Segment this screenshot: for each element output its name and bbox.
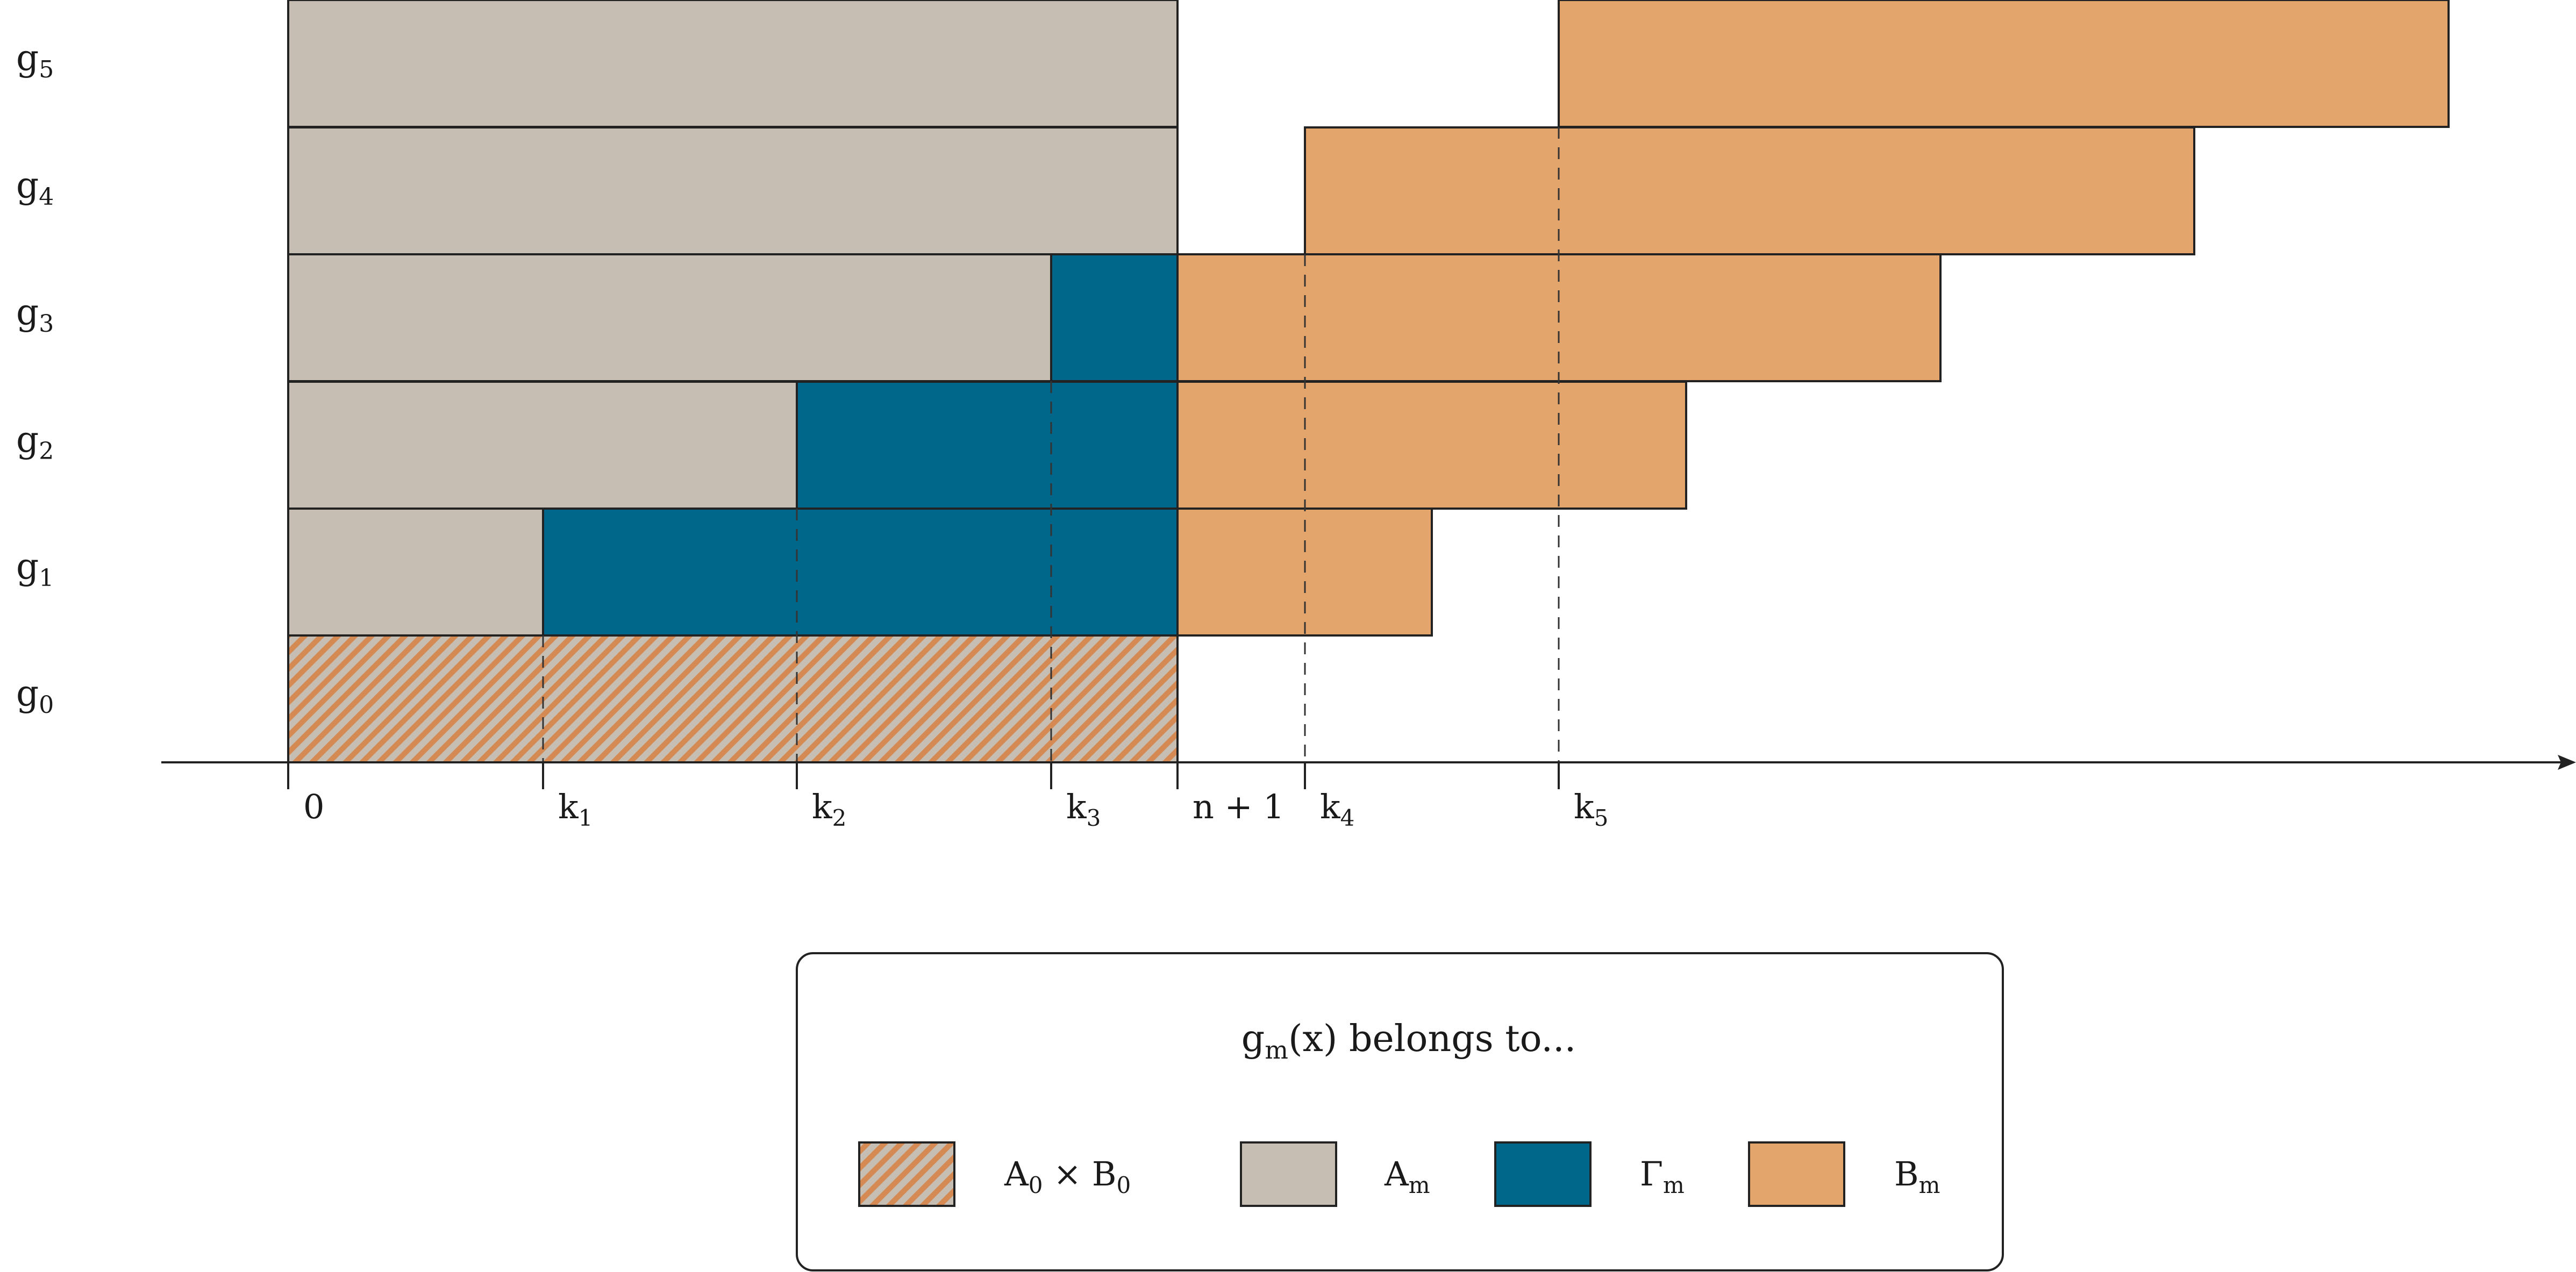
- bar-g5-b-m: [1558, 0, 2450, 128]
- bar-g0-product-a0-b0: [287, 634, 1179, 763]
- bars-layer: [287, 0, 2450, 763]
- tick-label-t0: 0: [303, 787, 324, 826]
- legend-box: [796, 952, 2004, 1271]
- x-axis: [161, 755, 2576, 789]
- legend-swatch-Gm: [1494, 1141, 1592, 1207]
- bar-g1-gamma-m: [542, 508, 1179, 637]
- row-label-g5: g5: [16, 37, 54, 83]
- row-label-g3: g3: [16, 291, 54, 338]
- bar-g1-a-m: [287, 508, 544, 637]
- bar-g3-a-m: [287, 253, 1052, 382]
- bar-g5-a-m: [287, 0, 1179, 128]
- legend-swatch-A0xB0: [858, 1141, 955, 1207]
- legend-label-Am: Am: [1384, 1154, 1430, 1198]
- tick-label-tk2: k2: [812, 787, 846, 831]
- tick-labels: 0 k1 k2 k3 n + 1 k4 k5: [303, 787, 1608, 831]
- dashed-guides: [542, 127, 1560, 762]
- bar-g2-b-m: [1176, 381, 1687, 510]
- bar-g2-gamma-m: [796, 381, 1179, 510]
- legend-title: gm(x) belongs to...: [1241, 1018, 1576, 1064]
- bar-g3-gamma-m: [1050, 253, 1179, 382]
- legend-label-Gm: Γm: [1640, 1154, 1685, 1198]
- legend-label-A0xB0: A0 × B0: [1004, 1154, 1131, 1198]
- bar-g4-b-m: [1304, 126, 2195, 255]
- bar-g4-a-m: [287, 126, 1179, 255]
- tick-label-tk3: k3: [1066, 787, 1101, 831]
- tick-label-tn1: n + 1: [1193, 787, 1285, 826]
- tick-label-tk5: k5: [1574, 787, 1608, 831]
- legend-swatch-Am: [1240, 1141, 1337, 1207]
- row-label-g4: g4: [16, 165, 54, 211]
- bar-g2-a-m: [287, 381, 798, 510]
- row-label-g0: g0: [16, 673, 54, 719]
- legend: gm(x) belongs to... A0 × B0 Am Γm Bm: [796, 952, 2004, 1271]
- legend-swatch-Bm: [1748, 1141, 1845, 1207]
- axis-arrow-icon: [2558, 755, 2576, 770]
- tick-label-tk4: k4: [1320, 787, 1354, 831]
- row-label-g2: g2: [16, 419, 54, 465]
- row-label-g1: g1: [16, 546, 54, 592]
- row-labels: g0 g1 g2 g3 g4 g5: [16, 37, 54, 719]
- tick-label-tk1: k1: [558, 787, 593, 831]
- legend-label-Bm: Bm: [1894, 1154, 1940, 1198]
